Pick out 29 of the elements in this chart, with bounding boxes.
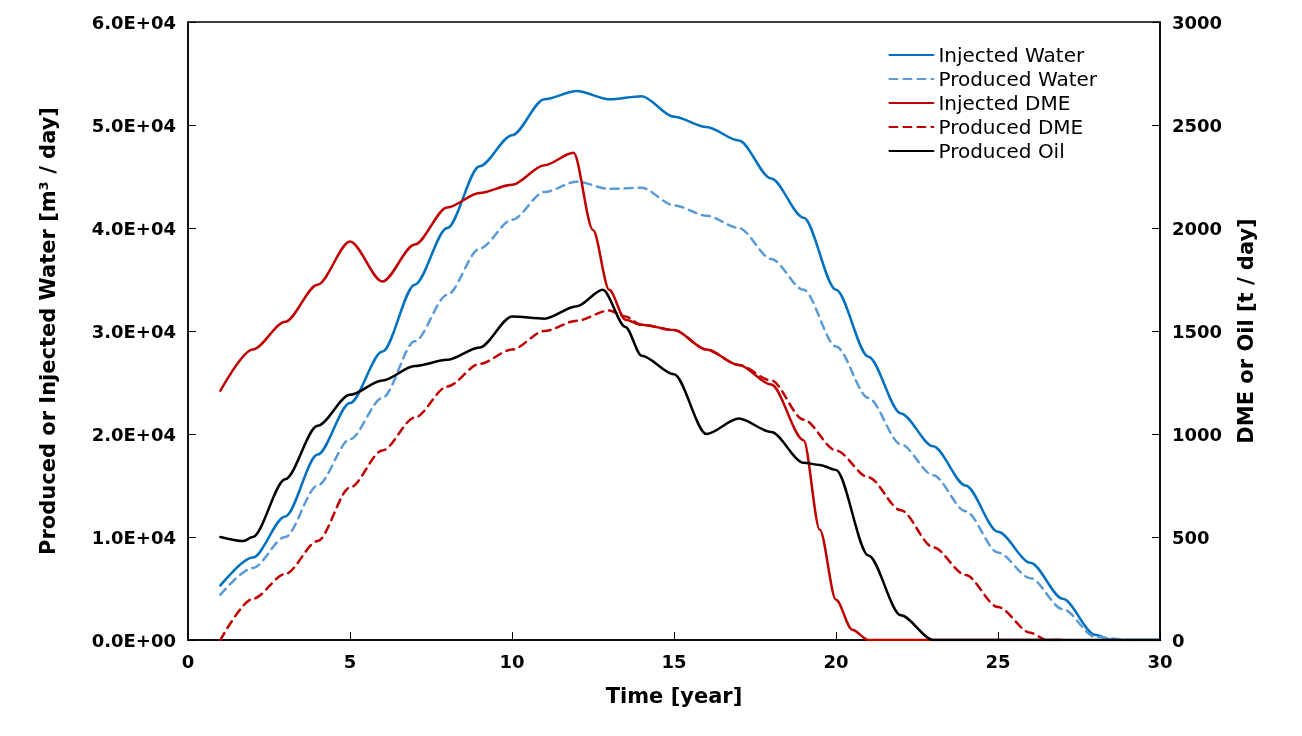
y-tick-label: 1.0E+04	[91, 526, 176, 548]
y-tick-label: 3.0E+04	[91, 320, 176, 342]
legend-label: Produced Oil	[938, 139, 1065, 163]
y2-axis-title: DME or Oil [t / day]	[1233, 218, 1258, 444]
legend-label: Injected Water	[938, 43, 1085, 67]
y2-tick-label: 2500	[1172, 114, 1223, 136]
y2-tick-label: 500	[1172, 526, 1210, 548]
x-tick-label: 0	[181, 650, 195, 672]
legend-label: Injected DME	[938, 91, 1071, 115]
y2-tick-label: 1500	[1172, 320, 1223, 342]
x-tick-label: 5	[343, 650, 357, 672]
y-tick-label: 6.0E+04	[91, 11, 176, 33]
y2-tick-label: 3000	[1172, 11, 1223, 33]
y-tick-label: 0.0E+00	[91, 629, 176, 651]
y-tick-label: 2.0E+04	[91, 423, 176, 445]
x-tick-label: 30	[1147, 650, 1173, 672]
legend-label: Produced Water	[938, 67, 1098, 91]
y-tick-label: 4.0E+04	[91, 217, 176, 239]
y2-tick-label: 0	[1172, 629, 1185, 651]
y-tick-label: 5.0E+04	[91, 114, 176, 136]
y-axis-title: Produced or Injected Water [m³ / day]	[35, 107, 60, 555]
x-axis-title: Time [year]	[605, 683, 743, 708]
x-tick-label: 15	[661, 650, 687, 672]
y2-tick-label: 1000	[1172, 423, 1223, 445]
y2-tick-label: 2000	[1172, 217, 1223, 239]
x-tick-label: 20	[823, 650, 849, 672]
x-tick-label: 10	[499, 650, 525, 672]
legend-label: Produced DME	[938, 115, 1084, 139]
x-tick-label: 25	[985, 650, 1011, 672]
